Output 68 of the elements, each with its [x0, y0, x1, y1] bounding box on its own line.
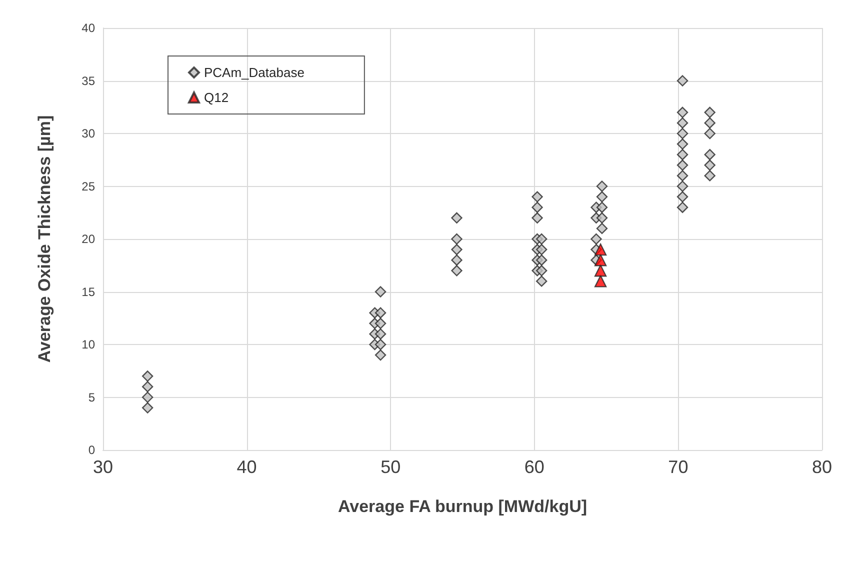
- x-tick-label: 50: [380, 457, 401, 477]
- point: [596, 212, 608, 224]
- legend-label: Q12: [204, 90, 229, 105]
- legend-label: PCAm_Database: [204, 65, 304, 80]
- point: [704, 117, 716, 129]
- point: [676, 202, 688, 213]
- point: [594, 243, 607, 256]
- y-tick-label: 35: [82, 74, 96, 88]
- point: [704, 149, 716, 160]
- point: [676, 75, 688, 86]
- point: [676, 160, 688, 171]
- y-axis-title: Average Oxide Thickness [µm]: [35, 115, 54, 363]
- point: [676, 106, 688, 118]
- point: [536, 244, 548, 256]
- point: [676, 138, 688, 150]
- point: [451, 254, 462, 266]
- point: [676, 117, 688, 129]
- point: [596, 222, 608, 234]
- point: [676, 191, 688, 202]
- y-tick-label: 10: [82, 338, 96, 352]
- point: [532, 202, 543, 213]
- point: [676, 149, 688, 160]
- point: [142, 402, 154, 414]
- point: [374, 286, 386, 298]
- point: [596, 191, 608, 202]
- point: [532, 191, 543, 202]
- point: [142, 370, 154, 382]
- y-tick-label: 25: [82, 179, 96, 194]
- point: [374, 307, 386, 318]
- point: [594, 275, 607, 288]
- y-tick-label: 0: [88, 443, 96, 457]
- point: [536, 233, 548, 245]
- point: [451, 233, 462, 245]
- point: [374, 318, 386, 329]
- point: [676, 170, 688, 182]
- point: [704, 160, 716, 171]
- y-tick-label: 5: [88, 390, 96, 404]
- y-tick-label: 40: [82, 21, 96, 35]
- point: [704, 128, 716, 140]
- point: [536, 276, 548, 287]
- point: [374, 328, 386, 340]
- point: [596, 180, 608, 192]
- point: [676, 128, 688, 140]
- point: [704, 170, 716, 182]
- point: [596, 202, 608, 213]
- point: [142, 381, 154, 392]
- x-tick-label: 70: [668, 457, 688, 477]
- point: [704, 106, 716, 118]
- point: [536, 265, 548, 276]
- point: [536, 254, 548, 266]
- x-tick-label: 60: [524, 457, 544, 477]
- point: [532, 212, 543, 224]
- point: [451, 265, 462, 276]
- point: [374, 349, 386, 361]
- x-axis-title: Average FA burnup [MWd/kgU]: [338, 497, 588, 516]
- x-tick-label: 80: [812, 457, 832, 477]
- point: [590, 233, 602, 245]
- y-tick-label: 20: [82, 232, 96, 246]
- point: [594, 254, 607, 266]
- x-tick-label: 40: [236, 457, 257, 477]
- point: [451, 244, 462, 256]
- point: [451, 212, 462, 224]
- point: [374, 338, 386, 350]
- point: [142, 392, 154, 403]
- point: [676, 180, 688, 192]
- y-tick-label: 30: [82, 126, 96, 140]
- point: [594, 264, 607, 277]
- y-tick-label: 15: [82, 284, 96, 299]
